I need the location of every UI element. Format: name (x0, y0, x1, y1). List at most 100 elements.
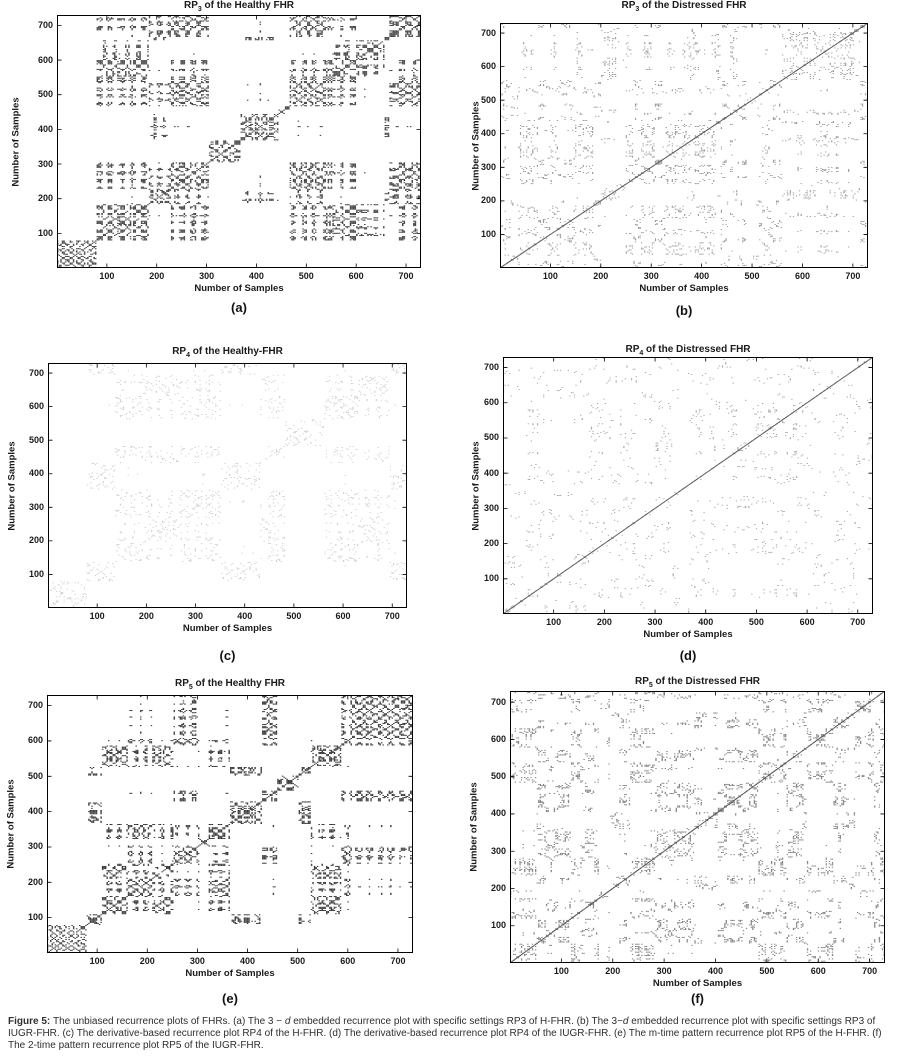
y-tick-label: 600 (37, 54, 53, 65)
x-tick-label: 300 (199, 271, 215, 281)
x-tick-label: 400 (248, 271, 264, 281)
x-tick-label: 200 (138, 611, 154, 621)
x-axis-label: Number of Samples (194, 283, 284, 294)
plot-title-rest: of the Distressed FHR (639, 0, 747, 11)
y-tick-label: 700 (27, 700, 43, 711)
x-tick-label: 300 (188, 611, 204, 621)
figure-caption-text: embedded recurrence plot with specific s… (8, 1016, 882, 1051)
plot-title-rest: of the Healthy FHR (192, 678, 286, 689)
x-tick-label: 200 (605, 966, 621, 976)
y-tick-label: 600 (483, 397, 499, 408)
recurrence-plot-canvas-d (503, 357, 873, 614)
y-tick-label: 500 (480, 94, 496, 105)
x-tick-label: 700 (398, 271, 414, 281)
x-axis-label: Number of Samples (182, 623, 273, 634)
plot-title-prefix: RP (172, 346, 187, 357)
panel-letter: (a) (231, 300, 247, 315)
x-tick-label: 500 (298, 271, 314, 281)
y-tick-label: 600 (28, 401, 44, 412)
y-tick-label: 600 (490, 733, 506, 744)
y-tick-label: 400 (27, 806, 43, 817)
x-tick-label: 200 (593, 271, 609, 281)
y-tick-label: 200 (27, 876, 43, 887)
plot-title-prefix: RP (625, 344, 640, 355)
y-tick-label: 100 (483, 573, 499, 584)
x-tick-label: 300 (189, 956, 205, 966)
y-tick-label: 100 (27, 912, 43, 923)
y-axis-label: Number of Samples (470, 100, 482, 191)
y-tick-label: 100 (480, 228, 496, 239)
y-tick-label: 300 (490, 845, 506, 856)
y-tick-label: 200 (480, 195, 496, 206)
x-axis-label: Number of Samples (643, 629, 733, 640)
x-tick-label: 600 (799, 617, 815, 627)
plot-title-rest: of the Distressed FHR (652, 676, 761, 687)
y-tick-label: 700 (37, 19, 53, 30)
y-tick-label: 500 (483, 432, 499, 443)
plot-title-prefix: RP (183, 0, 198, 11)
y-tick-label: 700 (490, 696, 506, 707)
y-tick-label: 200 (483, 538, 499, 549)
x-tick-label: 600 (335, 611, 351, 621)
recurrence-plot-canvas-b (500, 23, 868, 268)
y-tick-label: 200 (37, 193, 53, 204)
plot-title-rest: of the Healthy FHR (201, 0, 295, 11)
y-tick-label: 300 (28, 501, 44, 512)
x-tick-label: 700 (384, 611, 400, 621)
x-axis-label: Number of Samples (652, 978, 743, 989)
plot-title: RP3 of the Distressed FHR (500, 0, 868, 13)
y-tick-label: 100 (490, 920, 506, 931)
y-tick-label: 400 (490, 808, 506, 819)
x-tick-label: 200 (596, 617, 612, 627)
y-tick-label: 700 (483, 362, 499, 373)
plot-title-subscript: 4 (186, 352, 191, 359)
plot-title-subscript: 4 (639, 350, 644, 357)
x-tick-label: 200 (149, 271, 165, 281)
y-tick-label: 700 (28, 367, 44, 378)
figure-caption-text: The unbiased recurrence plots of FHRs. (… (53, 1016, 285, 1027)
y-tick-label: 300 (37, 158, 53, 169)
plot-title-rest: of the Healthy-FHR (190, 346, 283, 357)
plot-title: RP4 of the Healthy-FHR (48, 346, 407, 359)
y-axis-label: Number of Samples (470, 440, 482, 531)
x-tick-label: 300 (643, 271, 659, 281)
y-tick-label: 500 (27, 770, 43, 781)
panel-letter: (c) (219, 648, 236, 663)
x-tick-label: 100 (546, 617, 562, 627)
plot-title-subscript: 5 (188, 684, 193, 691)
x-tick-label: 600 (340, 956, 356, 966)
y-tick-label: 100 (28, 568, 44, 579)
recurrence-plot-canvas-e (47, 695, 413, 953)
y-tick-label: 300 (480, 161, 496, 172)
figure-caption-text: embedded recurrence plot with specific s… (290, 1016, 623, 1027)
panel-letter: (b) (675, 303, 693, 318)
y-tick-label: 700 (480, 27, 496, 38)
panel-letter: (f) (691, 991, 704, 1006)
x-tick-label: 500 (759, 966, 775, 976)
x-axis-label: Number of Samples (639, 283, 729, 294)
x-tick-label: 100 (553, 966, 569, 976)
x-tick-label: 500 (290, 956, 306, 966)
figure-caption-text: d (284, 1016, 291, 1027)
x-tick-label: 600 (348, 271, 364, 281)
x-tick-label: 400 (237, 611, 253, 621)
y-tick-label: 300 (483, 502, 499, 513)
x-tick-label: 700 (390, 956, 406, 966)
x-axis-label: Number of Samples (185, 968, 275, 979)
x-tick-label: 100 (542, 271, 558, 281)
plot-title: RP5 of the Healthy FHR (47, 678, 413, 691)
x-tick-label: 500 (286, 611, 302, 621)
y-tick-label: 400 (480, 128, 496, 139)
x-tick-label: 700 (845, 271, 861, 281)
x-tick-label: 100 (99, 271, 115, 281)
y-tick-label: 200 (490, 882, 506, 893)
plot-title-subscript: 3 (197, 6, 202, 13)
x-tick-label: 400 (694, 271, 710, 281)
plot-title: RP5 of the Distressed FHR (510, 676, 885, 689)
x-tick-label: 300 (647, 617, 663, 627)
figure-caption: Figure 5: The unbiased recurrence plots … (8, 1016, 894, 1052)
recurrence-plot-canvas-c (48, 363, 407, 608)
recurrence-plot-canvas-a (57, 15, 421, 268)
x-tick-label: 500 (744, 271, 760, 281)
